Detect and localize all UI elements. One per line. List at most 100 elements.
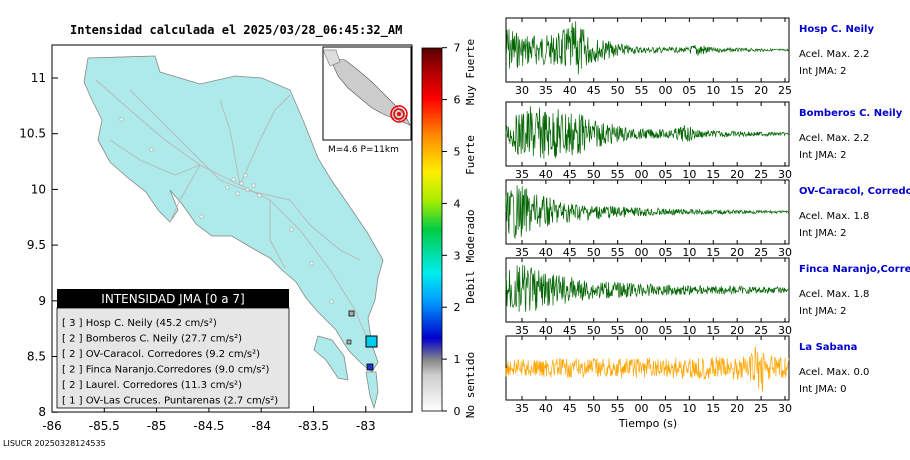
waveform-tick-label: 30	[778, 324, 792, 337]
colorbar-category-label: Debil	[464, 270, 477, 303]
station-name: Finca Naranjo,Corredor	[799, 264, 910, 275]
legend-row: [ 2 ] Laurel. Corredores (11.3 cm/s²)	[62, 380, 242, 391]
station-acel: Acel. Max. 1.8	[799, 211, 869, 222]
waveform-tick-label: 15	[706, 324, 720, 337]
waveform-tick-label: 55	[611, 246, 625, 259]
waveform-tick-label: 50	[611, 84, 625, 97]
waveform-tick-label: 05	[658, 168, 672, 181]
lat-tick-label: 9	[38, 294, 46, 308]
colorbar-tick-label: 3	[454, 249, 461, 262]
waveform-tick-label: 50	[587, 324, 601, 337]
waveform-panels: 30 35 40 45 50 55 00 05 10 15 20 25 Hosp C. Neily Ace…	[505, 17, 910, 415]
station-int: Int JMA: 0	[799, 384, 847, 395]
waveform-tick-label: 10	[682, 168, 696, 181]
waveform-tick-label: 05	[658, 324, 672, 337]
epicenter-marker	[397, 112, 401, 116]
colorbar-category-label: Moderado	[464, 210, 477, 263]
station-name: Bomberos C. Neily	[799, 108, 903, 119]
waveform-tick-label: 00	[635, 246, 649, 259]
waveform-tick-label: 10	[706, 84, 720, 97]
waveform-trace	[505, 21, 790, 75]
colorbar-tick-label: 4	[454, 197, 461, 210]
page-title: Intensidad calculada el 2025/03/28_06:45…	[70, 23, 402, 38]
waveform-tick-label: 20	[730, 168, 744, 181]
legend-rows: [ 3 ] Hosp C. Neily (45.2 cm/s²) [ 2 ] Bo…	[62, 318, 278, 407]
station-int: Int JMA: 2	[799, 150, 847, 161]
lon-tick-label: -85	[147, 419, 167, 433]
legend-header-bg	[57, 289, 289, 308]
waveform-tick-label: 10	[682, 324, 696, 337]
lon-tick-label: -86	[42, 419, 62, 433]
lon-tick-label: -85.5	[89, 419, 120, 433]
waveform-tick-label: 40	[539, 402, 553, 415]
waveform-tick-label: 35	[515, 402, 529, 415]
waveform-tick-label: 45	[587, 84, 601, 97]
colorbar-tick-label: 5	[454, 146, 461, 159]
legend-header: INTENSIDAD JMA [0 a 7]	[101, 292, 244, 306]
legend-row: [ 1 ] OV-Las Cruces. Puntarenas (2.7 cm/…	[62, 396, 278, 407]
waveform-tick-label: 45	[563, 168, 577, 181]
waveform-tick-label: 35	[515, 246, 529, 259]
lon-tick-label: -84.5	[193, 419, 224, 433]
waveform-tick-label: 35	[515, 168, 529, 181]
waveform-tick-label: 40	[539, 168, 553, 181]
inset-magnitude-label: M=4.6 P=11km	[328, 145, 399, 155]
station-int: Int JMA: 2	[799, 228, 847, 239]
waveform-tick-label: 45	[563, 402, 577, 415]
waveform-trace	[505, 106, 790, 159]
waveform-panel: 35 40 45 50 55 00 05 10 15 20 25 30 OV-Caracol, Corr…	[505, 179, 910, 259]
colorbar-category-label: Fuerte	[464, 135, 477, 175]
station-marker-laurel[interactable]	[366, 363, 374, 371]
waveforms-xlabel: Tiempo (s)	[618, 417, 677, 430]
footer-id: LISUCR 20250328124535	[3, 439, 106, 448]
legend-row: [ 2 ] OV-Caracol. Corredores (9.2 cm/s²)	[62, 349, 260, 360]
waveform-tick-label: 25	[754, 246, 768, 259]
lat-tick-label: 10.5	[19, 127, 46, 141]
colorbar-category-label: Muy Fuerte	[464, 39, 477, 105]
waveform-tick-label: 00	[635, 402, 649, 415]
lat-tick-label: 10	[31, 182, 46, 196]
waveform-trace	[505, 264, 790, 312]
waveform-tick-label: 55	[611, 168, 625, 181]
waveform-tick-label: 35	[539, 84, 553, 97]
waveform-tick-label: 30	[515, 84, 529, 97]
waveform-tick-label: 50	[587, 168, 601, 181]
lon-tick-label: -83	[356, 419, 376, 433]
waveform-tick-label: 05	[658, 246, 672, 259]
legend-body	[56, 307, 290, 409]
waveform-tick-label: 20	[730, 246, 744, 259]
waveform-panel: 35 40 45 50 55 00 05 10 15 20 25 30 Finca Naranjo,Co…	[505, 257, 910, 337]
waveform-tick-label: 50	[587, 402, 601, 415]
osa-peninsula	[313, 335, 349, 381]
station-marker-hosp-neily[interactable]	[365, 335, 378, 348]
waveform-trace	[505, 346, 790, 392]
colorbar-tick-label: 2	[454, 301, 461, 314]
waveform-tick-label: 20	[754, 84, 768, 97]
station-marker-las-cruces[interactable]	[348, 310, 355, 317]
colorbar: 0 1 2 3 4 5 6 7 No sentido Debil Moderado Fuerte Mu…	[421, 39, 477, 418]
waveform-tick-label: 35	[515, 324, 529, 337]
waveform-tick-label: 00	[658, 84, 672, 97]
waveform-tick-label: 15	[706, 246, 720, 259]
waveform-tick-label: 55	[611, 402, 625, 415]
station-name: La Sabana	[799, 342, 857, 353]
station-acel: Acel. Max. 2.2	[799, 133, 869, 144]
station-acel: Acel. Max. 2.2	[799, 49, 869, 60]
colorbar-labels: No sentido Debil Moderado Fuerte Muy Fuerte	[464, 39, 477, 418]
station-acel: Acel. Max. 1.8	[799, 289, 869, 300]
waveform-tick-label: 25	[754, 168, 768, 181]
waveform-tick-label: 55	[635, 84, 649, 97]
waveform-tick-label: 25	[754, 402, 768, 415]
road-network	[95, 79, 371, 346]
lon-tick-label: -84	[251, 419, 271, 433]
waveform-tick-label: 25	[778, 84, 792, 97]
lat-tick-label: 9.5	[27, 238, 46, 252]
inset-map	[322, 46, 412, 141]
waveform-tick-label: 20	[730, 324, 744, 337]
waveform-tick-label: 15	[730, 84, 744, 97]
waveform-tick-label: 00	[635, 324, 649, 337]
station-marker-corredores[interactable]	[346, 339, 352, 345]
